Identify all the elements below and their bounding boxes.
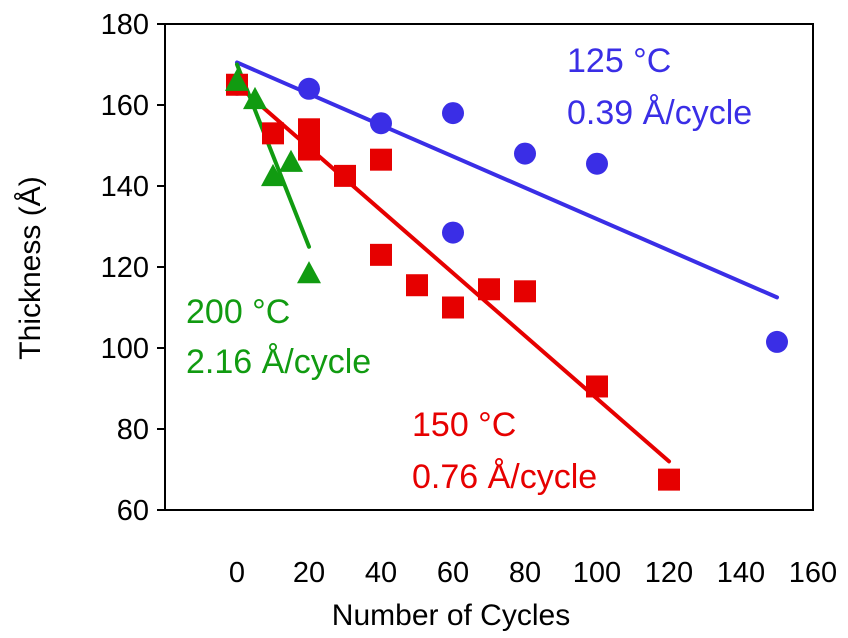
data-point-triangle [243, 86, 267, 110]
fit-line-triangle [235, 62, 311, 249]
annotation-200c-rate: 2.16 Å/cycle [186, 343, 371, 381]
x-tick-label: 120 [645, 557, 693, 589]
y-tick-label: 100 [101, 333, 149, 365]
data-point-square [298, 118, 320, 141]
data-point-square [658, 468, 680, 491]
data-point-circle [586, 152, 608, 175]
x-tick-label: 20 [293, 557, 325, 589]
y-tick-label: 140 [101, 171, 149, 203]
x-tick-label: 140 [717, 557, 765, 589]
annotation-150c-rate: 0.76 Å/cycle [412, 458, 597, 496]
data-point-square [334, 164, 356, 187]
data-point-square [298, 138, 320, 161]
data-point-square [442, 296, 464, 319]
tick-labels: 60 80 100 120 140 160 180 0 20 40 60 80 100 120 140 160 [101, 9, 838, 589]
data-point-circle [514, 142, 536, 165]
annotation-150c-temperature: 150 °C [412, 406, 516, 444]
annotation-125c-rate: 0.39 Å/cycle [567, 94, 752, 132]
data-points [225, 68, 788, 491]
y-tick-label: 120 [101, 252, 149, 284]
data-point-square [586, 375, 608, 398]
fit-line-circle [235, 60, 779, 300]
y-tick-label: 60 [117, 495, 149, 527]
annotation-200c-temperature: 200 °C [186, 293, 290, 331]
x-tick-label: 40 [365, 557, 397, 589]
y-tick-label: 80 [117, 414, 149, 446]
y-tick-label: 180 [101, 9, 149, 41]
data-point-triangle [261, 163, 285, 187]
annotation-125c-temperature: 125 °C [567, 42, 671, 80]
data-point-square [406, 274, 428, 297]
annotation-200c: 200 °C 2.16 Å/cycle [186, 293, 371, 381]
data-point-triangle [297, 261, 321, 284]
data-point-circle [442, 221, 464, 244]
x-axis-title: Number of Cycles [332, 599, 570, 632]
x-tick-label: 60 [437, 557, 469, 589]
data-point-circle [298, 77, 320, 100]
data-point-square [370, 243, 392, 266]
data-point-square [478, 278, 500, 301]
data-point-square [370, 148, 392, 171]
data-point-circle [766, 330, 788, 353]
y-tick-label: 160 [101, 90, 149, 122]
data-point-square [262, 122, 284, 145]
x-tick-label: 0 [229, 557, 245, 589]
annotation-150c: 150 °C 0.76 Å/cycle [412, 406, 597, 496]
x-tick-label: 100 [573, 557, 621, 589]
x-tick-label: 160 [789, 557, 837, 589]
data-point-circle [442, 102, 464, 125]
data-point-triangle [279, 149, 303, 172]
data-point-circle [370, 112, 392, 135]
data-point-square [514, 280, 536, 303]
x-tick-label: 80 [509, 557, 541, 589]
data-point-triangle [225, 68, 249, 91]
y-axis-title: Thickness (Å) [14, 176, 47, 359]
annotation-125c: 125 °C 0.39 Å/cycle [567, 42, 752, 132]
